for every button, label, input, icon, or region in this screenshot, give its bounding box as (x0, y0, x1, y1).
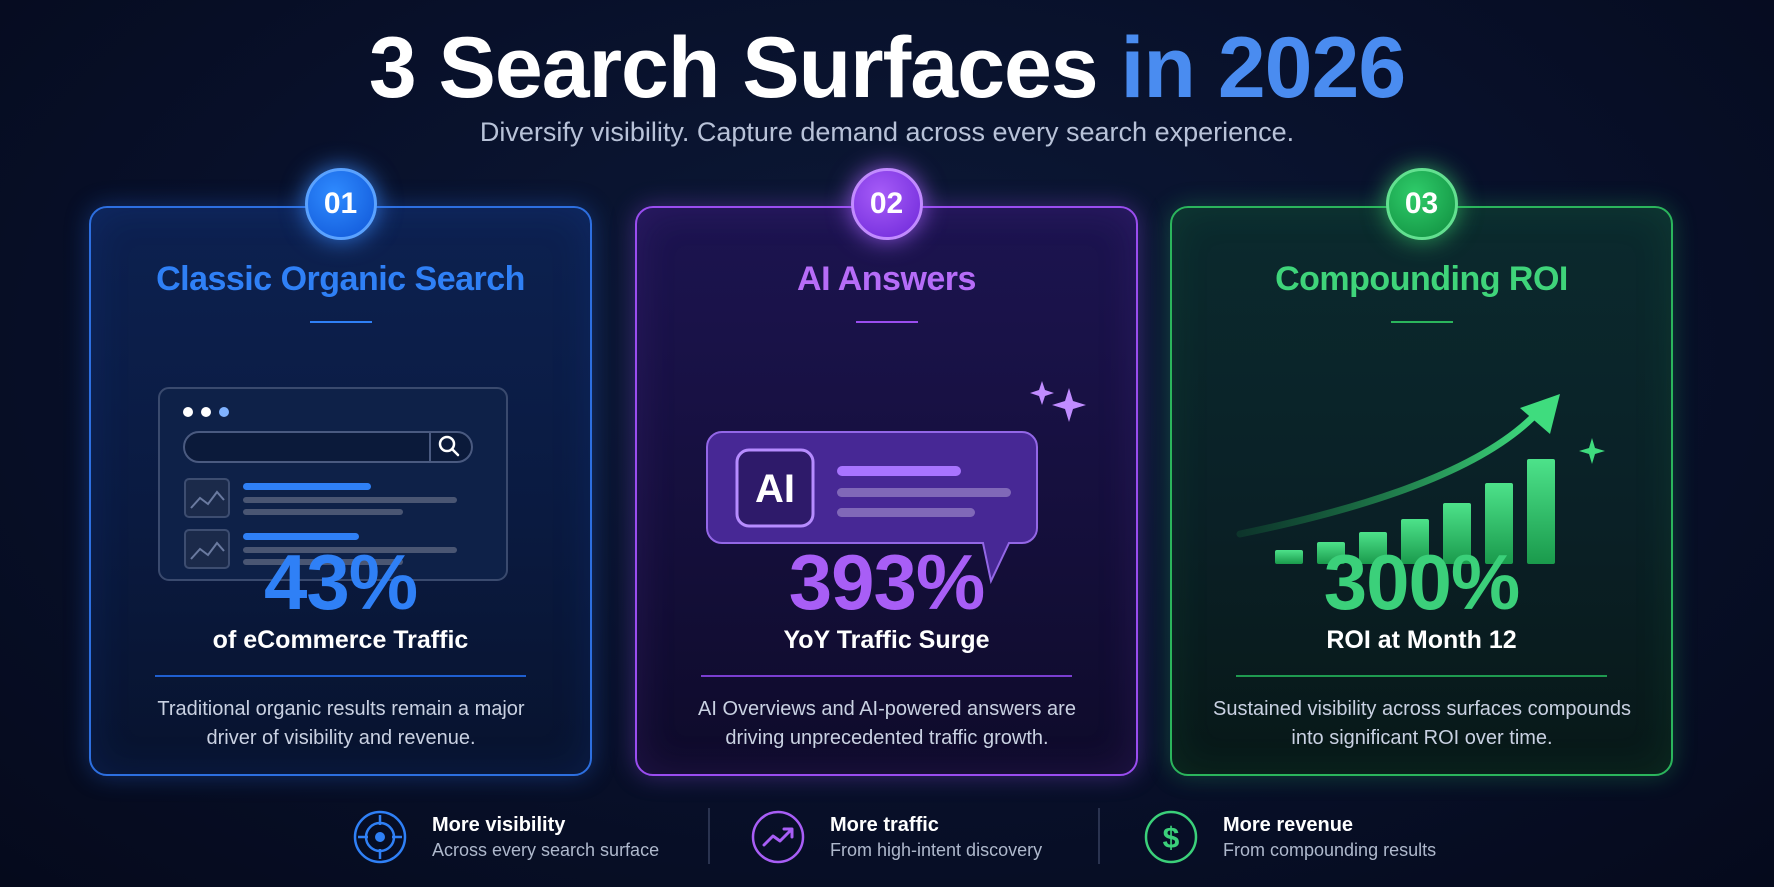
card-description: AI Overviews and AI-powered answers are … (698, 698, 1076, 749)
title-main: 3 Search Surfaces (368, 20, 1099, 116)
card-number-badge: 03 (1385, 168, 1458, 240)
stat-value: 393% (788, 538, 986, 626)
footer-item-visibility: More visibility Across every search surf… (352, 804, 659, 870)
footer-item-revenue: $ More revenue From compounding results (1143, 804, 1436, 870)
stat-label: of eCommerce Traffic (212, 626, 469, 654)
footer-item-traffic: More traffic From high-intent discovery (750, 804, 1042, 870)
card-title: Classic Organic Search (156, 260, 525, 298)
card-description: Traditional organic results remain a maj… (157, 698, 525, 749)
stat-value: 43% (263, 538, 418, 626)
title-divider (1390, 321, 1453, 323)
stat-value: 300% (1323, 538, 1521, 626)
card-ai-answers: 02 AI Answers AI 393% YoY Traffic Surge … (635, 168, 1138, 776)
card-classic-organic-search: 01 Classic Organic Search 43% of eCommer… (89, 168, 592, 776)
footer-subtitle: From high-intent discovery (830, 840, 1043, 860)
page-subtitle: Diversify visibility. Capture demand acr… (479, 117, 1295, 147)
page-title: 3 Search Surfaces in 2026 (0, 18, 1774, 118)
svg-text:$: $ (1163, 822, 1180, 855)
footer-subtitle: Across every search surface (432, 840, 660, 860)
card-number-badge: 02 (850, 168, 923, 240)
growth-chart-illustration-icon (1236, 394, 1605, 564)
ai-badge-text: AI (755, 467, 795, 511)
stat-divider (155, 675, 526, 677)
footer-title: More visibility (432, 814, 566, 836)
card-compounding-roi: 03 Compounding ROI 300% ROI at Month 12 … (1170, 168, 1673, 776)
card-description: Sustained visibility across surfaces com… (1213, 698, 1631, 749)
footer-title: More traffic (830, 814, 939, 836)
stat-divider (1236, 675, 1607, 677)
footer-divider (708, 808, 710, 864)
stat-divider (701, 675, 1072, 677)
browser-search-illustration-icon (158, 387, 508, 581)
footer-subtitle: From compounding results (1223, 840, 1437, 860)
footer-title: More revenue (1223, 814, 1354, 836)
card-number-badge: 01 (304, 168, 377, 240)
title-accent: in 2026 (1120, 20, 1407, 116)
dollar-icon: $ (1144, 810, 1198, 864)
card-title: Compounding ROI (1275, 260, 1568, 298)
target-icon (353, 810, 407, 864)
footer-divider (1098, 808, 1100, 864)
title-divider (855, 321, 918, 323)
card-title: AI Answers (797, 260, 976, 298)
stat-label: YoY Traffic Surge (783, 626, 990, 654)
trend-up-icon (751, 810, 805, 864)
title-divider (309, 321, 372, 323)
ai-chat-illustration-icon: AI (706, 381, 1086, 585)
stat-label: ROI at Month 12 (1326, 626, 1517, 654)
